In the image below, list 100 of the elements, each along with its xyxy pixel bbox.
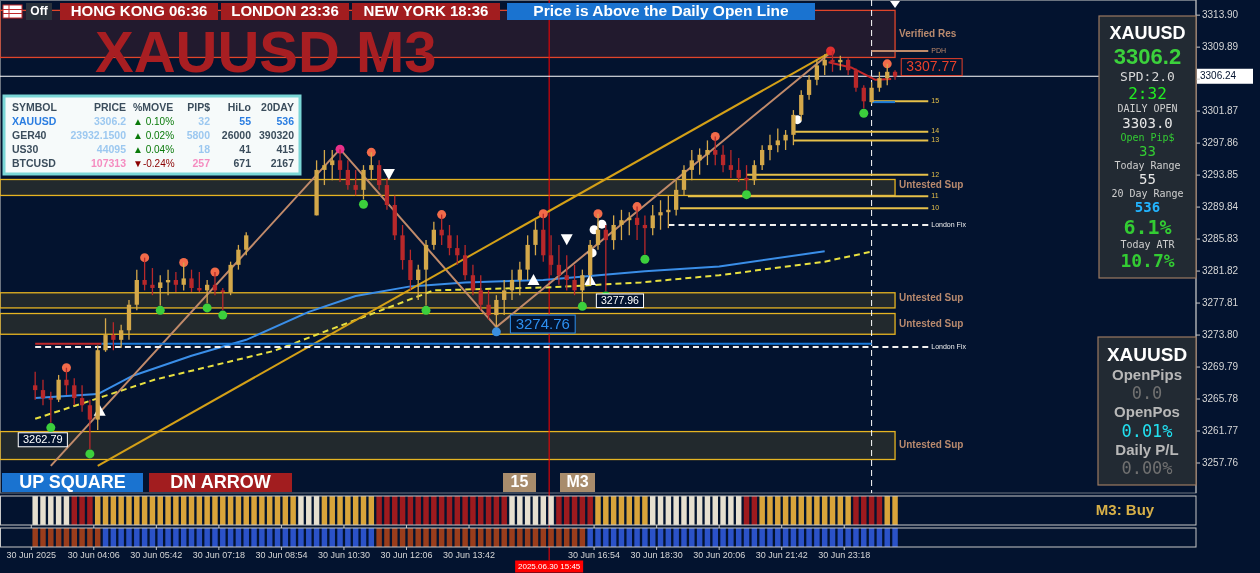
y-tick-label: 3277.81 xyxy=(1202,296,1239,308)
annotation: NEW YORK 18:36 xyxy=(363,1,489,19)
x-tick-label: 30 Jun 05:42 xyxy=(130,549,183,560)
annotation: UP SQUARE xyxy=(19,471,126,492)
candlestick xyxy=(767,134,773,161)
candlestick xyxy=(502,279,507,316)
x-tick-label: 30 Jun 07:18 xyxy=(192,549,245,560)
candlestick xyxy=(611,214,616,251)
candlestick xyxy=(353,169,358,197)
y-tick-label: 3289.84 xyxy=(1202,200,1239,212)
candlestick xyxy=(806,74,812,101)
point xyxy=(710,131,720,141)
annotation: Price is Above the Daily Open Line xyxy=(533,2,789,20)
annotation: 671 xyxy=(233,157,252,169)
point xyxy=(742,190,752,200)
annotation: BTCUSD xyxy=(12,157,57,169)
candlestick xyxy=(572,264,577,296)
point xyxy=(155,305,165,315)
line-series xyxy=(34,250,826,400)
candlestick xyxy=(548,234,554,276)
y-tick-label: 3261.77 xyxy=(1202,424,1239,436)
point xyxy=(140,253,150,263)
point xyxy=(61,363,71,373)
annotation: 107313 xyxy=(90,157,127,169)
annotation: 20DAY xyxy=(261,101,294,113)
point xyxy=(527,274,540,285)
annotation: PRICE xyxy=(93,101,126,113)
candlestick xyxy=(736,157,741,183)
x-tick-label: 30 Jun 16:54 xyxy=(568,549,621,560)
candlestick xyxy=(119,324,124,349)
candlestick xyxy=(533,219,538,256)
x-tick-label: 30 Jun 21:42 xyxy=(755,549,808,560)
point xyxy=(179,257,189,267)
point xyxy=(85,449,95,459)
annotation: OpenPos xyxy=(1114,403,1180,421)
annotation: 23932.1500 xyxy=(70,129,127,141)
candlestick xyxy=(877,71,882,93)
candlestick xyxy=(783,129,788,151)
y-tick-label: 3301.87 xyxy=(1202,104,1239,116)
x-tick-label: 30 Jun 13:42 xyxy=(443,549,496,560)
annotation: 33 xyxy=(1139,142,1156,159)
ref-line-label: 3306.24 xyxy=(1200,69,1237,81)
candlestick xyxy=(48,391,53,424)
candlestick xyxy=(462,244,468,281)
annotation: ▲ 0.10% xyxy=(133,116,175,127)
candlestick xyxy=(666,194,671,229)
point xyxy=(437,210,447,220)
annotation: Today Range xyxy=(1114,159,1181,171)
band-label: Verified Res xyxy=(899,27,957,39)
point xyxy=(882,59,892,69)
candlestick xyxy=(494,294,499,328)
x-tick-label: 30 Jun 04:06 xyxy=(67,549,120,560)
annotation: 3306.2 xyxy=(93,115,127,127)
candlestick xyxy=(689,149,694,181)
band-label: Untested Sup xyxy=(899,179,964,191)
annotation: 55 xyxy=(1139,171,1156,188)
annotation: XAUUSD xyxy=(1109,23,1186,44)
candlestick xyxy=(173,271,179,293)
annotation: 2167 xyxy=(270,157,295,169)
candlestick xyxy=(681,164,687,197)
annotation: 0.0 xyxy=(1131,383,1163,404)
point xyxy=(560,234,573,246)
y-tick-label: 3269.79 xyxy=(1202,360,1239,372)
annotation: ▼-0.24% xyxy=(133,158,175,169)
candlestick xyxy=(728,149,734,179)
annotation: 6.1% xyxy=(1123,215,1172,240)
y-tick-label: 3265.78 xyxy=(1202,392,1239,404)
annotation: 41 xyxy=(239,143,252,155)
point xyxy=(421,305,431,315)
point xyxy=(358,199,368,209)
annotation: 536 xyxy=(276,115,295,127)
annotation: %MOVE xyxy=(133,101,174,113)
x-tick-label: 30 Jun 20:06 xyxy=(693,549,746,560)
candlestick xyxy=(189,268,194,293)
y-tick-label: 3293.85 xyxy=(1202,168,1239,180)
annotation: 3262.79 xyxy=(22,433,63,446)
point xyxy=(218,310,228,320)
annotation: 32 xyxy=(198,115,211,127)
x-tick-label: 30 Jun 08:54 xyxy=(255,549,308,560)
candlestick xyxy=(760,144,765,171)
candlestick xyxy=(799,89,804,122)
annotation: Open Pip$ xyxy=(1120,131,1175,143)
annotation: LONDON 23:36 xyxy=(231,1,339,19)
annotation: 20 Day Range xyxy=(1111,187,1184,199)
annotation: 2:32 xyxy=(1128,84,1167,104)
annotation: 44095 xyxy=(96,143,127,155)
point xyxy=(46,423,56,433)
y-tick-label: 3257.76 xyxy=(1202,456,1239,468)
annotation: ▲ 0.02% xyxy=(133,130,175,141)
annotation: 536 xyxy=(1134,199,1161,216)
annotation: 415 xyxy=(276,143,295,155)
annotation: US30 xyxy=(12,143,39,155)
y-tick-label: 3273.80 xyxy=(1202,328,1239,340)
annotation: 3277.96 xyxy=(600,294,640,306)
annotation: DN ARROW xyxy=(170,471,271,492)
annotation: 26000 xyxy=(221,129,252,141)
candlestick xyxy=(564,254,569,292)
candlestick xyxy=(345,159,351,191)
annotation: Daily P/L xyxy=(1115,440,1179,458)
candlestick xyxy=(486,289,491,321)
